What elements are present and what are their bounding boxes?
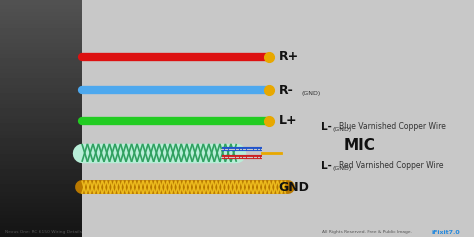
Text: Nexus One: RC 6150 Wiring Details: Nexus One: RC 6150 Wiring Details [5,230,82,234]
Text: L-: L- [321,161,331,171]
Text: (GND): (GND) [333,166,352,171]
Text: GND: GND [279,181,310,194]
Text: L-: L- [321,122,331,132]
Text: All Rights Reserved. Free & Public Image.: All Rights Reserved. Free & Public Image… [322,230,412,234]
Text: Red Varnished Copper Wire: Red Varnished Copper Wire [339,161,444,170]
Text: R-: R- [279,84,293,96]
Text: (GND): (GND) [301,91,320,96]
Text: MIC: MIC [344,138,376,153]
Text: Blue Varnished Copper Wire: Blue Varnished Copper Wire [339,122,447,131]
Text: R+: R+ [279,50,299,63]
Text: (GND): (GND) [333,127,352,132]
Text: L+: L+ [279,114,297,127]
Text: iFixit7.0: iFixit7.0 [431,230,460,235]
